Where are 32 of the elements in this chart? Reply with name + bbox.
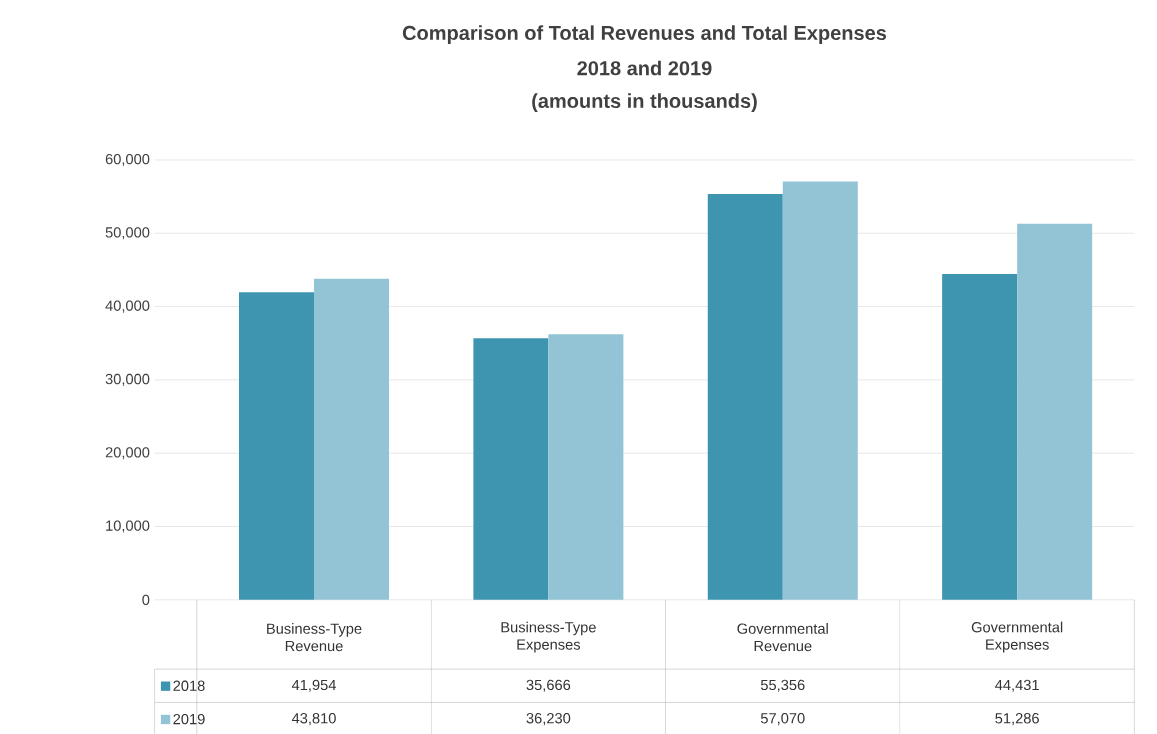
data-label: 57,070 [760, 712, 805, 725]
text: (amounts in thousands) [532, 93, 757, 112]
bar [942, 273, 1018, 600]
y-tick-label: 0 [142, 594, 150, 605]
data-label: 44,431 [995, 679, 1039, 692]
x-tick-label: Governmental Revenue [737, 622, 828, 651]
bar [1017, 223, 1093, 600]
y-tick-label: 50,000 [105, 227, 150, 240]
y-tick-label: 40,000 [105, 300, 150, 313]
legend-label: 2019 [173, 713, 205, 725]
bar [473, 338, 549, 600]
data-label: 35,666 [526, 679, 571, 692]
data-label: 43,810 [291, 712, 336, 725]
x-tick-label: Business-Type Revenue [267, 622, 362, 651]
chart-subtitle: 2018 and 2019 [577, 60, 712, 76]
chart-title: Comparison of Total Revenues and Total Expenses [402, 25, 887, 44]
y-tick-label: 20,000 [105, 446, 150, 460]
y-tick-label: 10,000 [106, 520, 150, 533]
x-tick-label: Governmental Expenses [971, 621, 1063, 653]
x-tick-label: Business-Type Expenses [501, 621, 596, 653]
y-tick-label: 30,000 [105, 373, 150, 386]
y-tick-label: 60,000 [105, 153, 150, 166]
bar [782, 181, 858, 600]
legend-label: 2018 [173, 680, 205, 691]
bar [548, 333, 624, 600]
data-label: 36,230 [526, 712, 571, 725]
data-label: 55,356 [760, 679, 805, 692]
data-label: 51,286 [995, 712, 1039, 725]
bar [707, 193, 783, 600]
data-label: 41,954 [291, 679, 336, 692]
bar [239, 292, 315, 600]
bar [314, 278, 390, 600]
